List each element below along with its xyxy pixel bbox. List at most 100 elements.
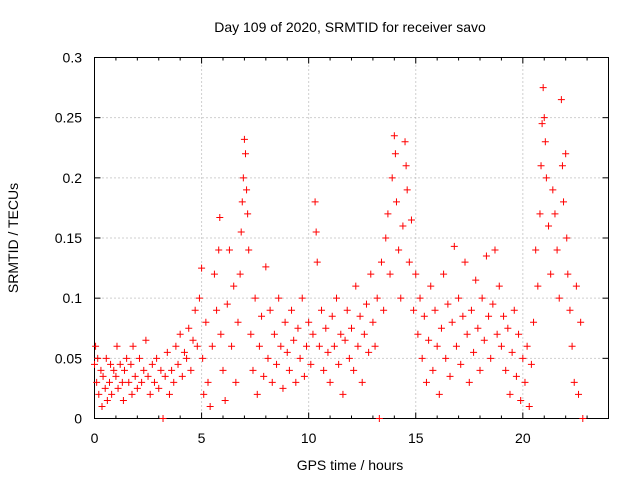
data-point	[161, 372, 169, 380]
data-point	[418, 354, 426, 362]
data-point	[210, 270, 218, 278]
data-point	[292, 378, 300, 386]
data-point	[195, 294, 203, 302]
data-point	[330, 342, 338, 350]
data-point	[457, 360, 465, 368]
data-point	[165, 390, 173, 398]
data-point	[474, 324, 482, 332]
data-point	[482, 252, 490, 260]
data-point	[362, 300, 370, 308]
data-point	[504, 324, 512, 332]
data-point	[547, 270, 555, 278]
x-tick-label: 15	[408, 430, 424, 446]
data-point	[91, 360, 98, 368]
data-point	[510, 306, 518, 314]
data-point	[497, 342, 505, 350]
data-point	[403, 186, 411, 194]
y-tick-label: 0.2	[63, 170, 83, 186]
data-point	[251, 294, 259, 302]
data-point	[485, 312, 493, 320]
chart-title: Day 109 of 2020, SRMTID for receiver sav…	[214, 19, 486, 35]
data-point	[360, 330, 368, 338]
data-point	[102, 354, 110, 362]
data-point	[358, 378, 366, 386]
data-point	[198, 264, 206, 272]
data-point	[142, 336, 150, 344]
data-point	[519, 354, 527, 362]
data-point	[153, 354, 161, 362]
data-point	[373, 294, 381, 302]
data-point	[255, 342, 263, 350]
data-point	[410, 306, 418, 314]
data-point	[159, 415, 167, 422]
data-point	[380, 306, 388, 314]
data-point	[354, 342, 362, 350]
data-point	[521, 378, 529, 386]
data-point	[103, 396, 111, 404]
data-point	[94, 354, 102, 362]
data-point	[444, 300, 452, 308]
data-point	[213, 306, 221, 314]
data-point	[146, 390, 154, 398]
data-point	[452, 342, 460, 350]
data-point	[365, 348, 373, 356]
data-point	[322, 324, 330, 332]
data-point	[551, 210, 559, 218]
data-point	[500, 312, 508, 320]
data-point	[168, 366, 176, 374]
data-point	[437, 324, 445, 332]
data-point	[107, 360, 115, 368]
data-point	[356, 312, 364, 320]
data-point	[208, 342, 216, 350]
data-point	[568, 342, 576, 350]
data-point	[95, 390, 103, 398]
data-point	[110, 366, 118, 374]
data-point	[144, 372, 152, 380]
data-point	[221, 396, 229, 404]
data-point	[391, 150, 399, 158]
data-point	[172, 342, 180, 350]
data-point	[236, 270, 244, 278]
data-point	[386, 270, 394, 278]
data-point	[350, 366, 358, 374]
data-point	[119, 396, 127, 404]
data-point	[243, 186, 251, 194]
data-point	[517, 396, 525, 404]
data-point	[341, 336, 349, 344]
data-point	[384, 210, 392, 218]
data-point	[215, 246, 223, 254]
data-point	[148, 360, 156, 368]
data-point	[527, 360, 535, 368]
data-point	[176, 330, 184, 338]
data-point	[414, 330, 422, 338]
data-point	[180, 348, 188, 356]
data-point	[183, 354, 191, 362]
data-point	[275, 294, 283, 302]
data-point	[530, 318, 538, 326]
data-point	[577, 318, 585, 326]
data-point	[129, 342, 137, 350]
data-point	[262, 263, 270, 271]
data-point	[382, 234, 390, 242]
data-point	[512, 372, 520, 380]
y-tick-label: 0.15	[55, 230, 82, 246]
data-point	[300, 372, 308, 380]
data-point	[245, 246, 253, 254]
data-point	[572, 282, 580, 290]
data-point	[367, 270, 375, 278]
data-point	[178, 372, 186, 380]
data-point	[223, 300, 231, 308]
data-point	[244, 210, 252, 218]
data-point	[326, 378, 334, 386]
data-point	[303, 342, 311, 350]
data-point	[241, 150, 249, 158]
data-point	[455, 294, 463, 302]
data-point	[277, 342, 285, 350]
data-point	[352, 282, 360, 290]
data-point	[431, 306, 439, 314]
data-point	[311, 198, 319, 206]
data-point	[294, 324, 302, 332]
data-point	[562, 150, 570, 158]
data-point	[258, 312, 266, 320]
data-point	[515, 330, 523, 338]
